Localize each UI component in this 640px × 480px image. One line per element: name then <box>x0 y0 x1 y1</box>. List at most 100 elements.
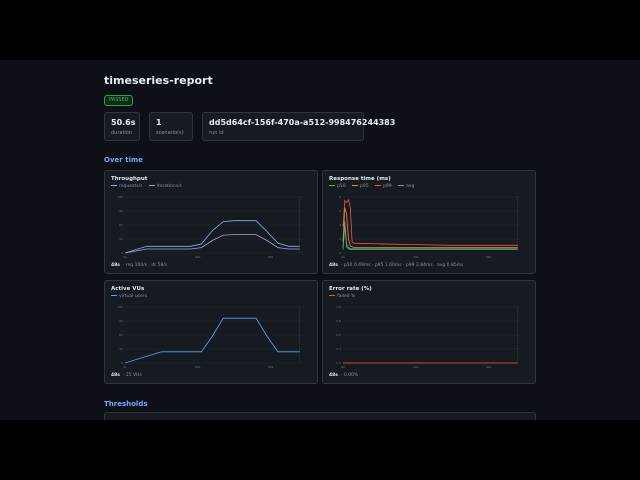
x-tick-label: 0s <box>123 365 127 369</box>
y-tick-label: 0.0 <box>336 361 341 365</box>
legend-label: failed % <box>337 294 356 299</box>
stat-card-run-id: dd5d64cf-156f-470a-a512-998476244383 run… <box>202 112 396 141</box>
footer-time: 48s <box>111 373 120 378</box>
x-tick-label: 40s <box>268 365 274 369</box>
series-line <box>124 317 300 364</box>
y-tick-label: 63 <box>119 333 123 337</box>
y-tick-label: 94 <box>119 209 123 213</box>
letterbox-top <box>0 0 640 60</box>
series-line <box>342 221 518 250</box>
y-tick-label: 1.0 <box>336 305 341 309</box>
footer-summary: · p50 0.49ms · p95 1.60ms · p99 3.84ms ·… <box>340 263 464 268</box>
y-tick-label: 2 <box>339 237 341 241</box>
y-tick-label: 0 <box>121 361 123 365</box>
legend-swatch <box>352 184 359 187</box>
section-heading-over-time: Over time <box>104 156 143 164</box>
panel-title: Response time (ms) <box>329 176 391 182</box>
series-line <box>124 220 300 254</box>
footer-summary: · 0.00% <box>340 373 359 378</box>
chart-throughput: 0 31 63 94 125 0s 20s 40s <box>117 195 307 259</box>
letterbox-bottom <box>0 420 640 480</box>
status-badge: PASSED <box>104 95 134 106</box>
legend-item: failed % <box>329 294 355 299</box>
x-tick-label: 40s <box>268 255 274 259</box>
legend-swatch <box>111 184 117 187</box>
x-tick-label: 40s <box>486 365 492 369</box>
footer-time: 48s <box>329 373 338 378</box>
y-tick-label: 0.8 <box>336 319 341 323</box>
y-tick-label: 0 <box>339 251 341 255</box>
x-tick-label: 40s <box>486 255 492 259</box>
y-tick-label: 0 <box>121 251 123 255</box>
x-tick-label: 20s <box>413 255 419 259</box>
section-heading-thresholds: Thresholds <box>104 400 148 408</box>
panel-title: Error rate (%) <box>329 286 372 292</box>
legend-item: p50 <box>329 184 346 189</box>
legend-label: avg <box>406 184 415 189</box>
legend-item: p95 <box>352 184 369 189</box>
legend-swatch <box>329 294 335 297</box>
footer-time: 48s <box>111 263 120 268</box>
stat-label: run id <box>209 130 224 136</box>
stat-card-duration: 50.6s duration <box>104 112 140 141</box>
chart-response-time: 0 2 4 6 8 0s 20s 40s <box>339 195 525 259</box>
legend-item: p99 <box>375 184 392 189</box>
x-tick-label: 0s <box>123 255 127 259</box>
legend-item: virtual users <box>111 294 147 299</box>
panel-title: Throughput <box>111 176 148 182</box>
legend-label: requests/s <box>119 184 143 189</box>
legend-swatch <box>111 294 117 297</box>
legend-label: p99 <box>383 184 392 189</box>
stat-card-scenarios: 1 scenario(s) <box>149 112 193 141</box>
y-tick-label: 8 <box>339 195 341 199</box>
stat-value: 50.6s <box>111 118 136 127</box>
y-tick-label: 94 <box>119 319 123 323</box>
y-tick-label: 63 <box>119 223 123 227</box>
panel-error-rate: Error rate (%) failed % 0.0 0.3 0.5 0.8 1.0 0… <box>322 280 536 384</box>
footer-time: 48s <box>329 263 338 268</box>
legend-label: virtual users <box>119 294 147 299</box>
stat-label: scenario(s) <box>156 130 184 136</box>
chart-legend: failed % <box>329 294 360 299</box>
y-tick-label: 31 <box>119 237 123 241</box>
panel-footer: 48s · p50 0.49ms · p95 1.60ms · p99 3.84m… <box>329 263 463 268</box>
legend-item: iterations/s <box>148 184 182 189</box>
legend-label: p50 <box>337 184 346 189</box>
legend-label: iterations/s <box>156 184 182 189</box>
chart-legend: virtual users <box>111 294 152 299</box>
x-tick-label: 0s <box>341 365 345 369</box>
panel-footer: 48s · req 100/s · itr 58/s <box>111 263 167 268</box>
y-tick-label: 6 <box>339 209 341 213</box>
x-tick-label: 20s <box>195 255 201 259</box>
page-title: timeseries-report <box>104 74 213 87</box>
legend-swatch <box>148 184 155 187</box>
series-line <box>342 198 518 246</box>
panel-response-time: Response time (ms) p50 p95 p99 avg 0 2 4 6 8… <box>322 170 536 274</box>
x-tick-label: 0s <box>341 255 345 259</box>
x-tick-label: 20s <box>195 365 201 369</box>
footer-summary: · req 100/s · itr 58/s <box>122 263 168 268</box>
panel-active-vus: Active VUs virtual users 0 31 63 94 125 0s 20s… <box>104 280 318 384</box>
x-tick-label: 20s <box>413 365 419 369</box>
series-line <box>342 224 518 250</box>
series-line <box>124 234 300 254</box>
series-line <box>342 207 518 248</box>
stat-value: 1 <box>156 118 162 127</box>
panel-footer: 48s · 0.00% <box>329 373 358 378</box>
legend-label: p95 <box>360 184 369 189</box>
legend-swatch <box>329 184 335 187</box>
chart-legend: p50 p95 p99 avg <box>329 184 419 189</box>
thresholds-table <box>104 412 536 420</box>
report-page: timeseries-report PASSED 50.6s duration … <box>0 60 640 420</box>
chart-legend: requests/s iterations/s <box>111 184 187 189</box>
y-tick-label: 31 <box>119 347 123 351</box>
y-tick-label: 0.5 <box>336 333 341 337</box>
chart-active-vus: 0 31 63 94 125 0s 20s 40s <box>117 305 307 369</box>
y-tick-label: 4 <box>339 223 341 227</box>
panel-throughput: Throughput requests/s iterations/s 0 31 63… <box>104 170 318 274</box>
panel-title: Active VUs <box>111 286 145 292</box>
stat-label: duration <box>111 130 133 136</box>
footer-summary: · 25 VUs <box>122 373 142 378</box>
panel-footer: 48s · 25 VUs <box>111 373 142 378</box>
stat-value: dd5d64cf-156f-470a-a512-998476244383 <box>209 118 396 127</box>
